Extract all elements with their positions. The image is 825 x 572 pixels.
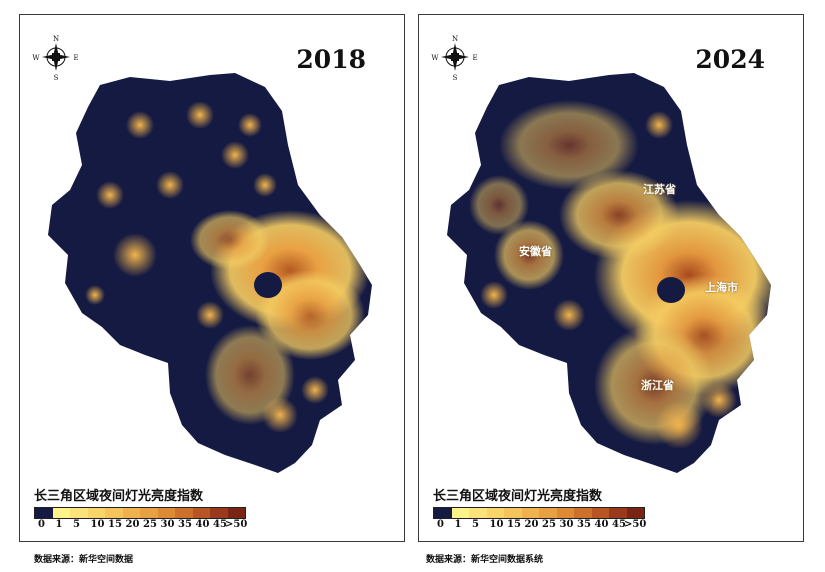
province-label-jiangsu: 江苏省 (643, 183, 676, 196)
map-panel-2018: N S E W 2018 长三角区域夜间灯光亮度指数 0 1 5 10 15 20 25 30… (19, 14, 405, 542)
legend-swatch (504, 508, 522, 518)
compass-s: S (453, 74, 458, 82)
legend-tick-label: 20 (524, 519, 539, 530)
legend-tick-label: 35 (178, 519, 192, 530)
legend-tick-label: >50 (225, 519, 248, 530)
legend-swatch (52, 508, 70, 518)
legend-tick-label: 5 (73, 519, 80, 530)
legend-swatch (192, 508, 210, 518)
data-source-caption: 数据来源：新华空间数据 (34, 555, 134, 565)
province-label-anhui: 安徽省 (519, 245, 552, 258)
compass-w: W (431, 54, 439, 62)
legend-swatch (70, 508, 88, 518)
map-panel-2024: N S E W 江苏省 安徽省 上海市 浙江省 2024 长三角区域夜间灯光亮度… (418, 14, 804, 542)
legend-tick-label: 40 (195, 519, 210, 530)
legend-swatch (609, 508, 627, 518)
legend-tick-label: 25 (143, 519, 157, 530)
compass-e: E (472, 54, 477, 62)
legend-tick-label: 30 (160, 519, 175, 530)
legend-tick-label: 10 (90, 519, 105, 530)
light-glow-2024 (469, 100, 771, 449)
legend-swatch (140, 508, 158, 518)
legend-swatch (157, 508, 175, 518)
legend-tick-label: 5 (472, 519, 479, 530)
legend-swatch (87, 508, 105, 518)
legend-title: 长三角区域夜间灯光亮度指数 (34, 489, 204, 504)
legend-swatch (227, 508, 245, 518)
night-light-map-2024: N S E W (431, 35, 771, 473)
legend-tick-label: 15 (507, 519, 521, 530)
legend-tick-label: 0 (437, 519, 444, 530)
map-year: 2018 (296, 45, 366, 74)
lake-taihu (657, 277, 685, 303)
legend-swatch (469, 508, 487, 518)
compass-icon: N S E W (431, 35, 477, 82)
lake-taihu (254, 272, 282, 298)
map-year: 2024 (695, 45, 765, 74)
data-source-caption: 数据来源：新华空间数据系统 (426, 555, 544, 565)
legend-swatch (35, 508, 53, 518)
legend-swatch (175, 508, 193, 518)
legend-color-bar (433, 507, 645, 519)
legend-tick-label: 20 (125, 519, 140, 530)
legend-swatch (105, 508, 123, 518)
compass-icon: N S E W (32, 35, 78, 82)
province-label-shanghai: 上海市 (705, 281, 738, 294)
legend-swatch (574, 508, 592, 518)
legend-tick-label: 45 (612, 519, 626, 530)
legend-swatch (539, 508, 557, 518)
legend-swatch (521, 508, 539, 518)
legend-swatch (210, 508, 228, 518)
legend-tick-label: 35 (577, 519, 591, 530)
legend-swatch (591, 508, 609, 518)
legend-tick-label: 40 (594, 519, 609, 530)
legend-tick-label: >50 (624, 519, 647, 530)
legend-tick-label: 25 (542, 519, 556, 530)
legend-title: 长三角区域夜间灯光亮度指数 (433, 489, 603, 504)
legend-swatch (626, 508, 644, 518)
legend-swatch (451, 508, 469, 518)
compass-s: S (54, 74, 59, 82)
light-glow-2018 (85, 101, 370, 433)
legend-ticks: 0 1 5 10 15 20 25 30 35 40 45 >50 (433, 519, 673, 533)
legend-color-bar (34, 507, 246, 519)
legend-tick-label: 15 (108, 519, 122, 530)
legend-tick-label: 1 (55, 519, 63, 530)
compass-n: N (53, 35, 59, 43)
legend-tick-label: 0 (38, 519, 45, 530)
legend-tick-label: 45 (213, 519, 227, 530)
legend-tick-label: 1 (454, 519, 462, 530)
province-label-zhejiang: 浙江省 (641, 379, 674, 392)
legend-swatch (556, 508, 574, 518)
legend-ticks: 0 1 5 10 15 20 25 30 35 40 45 >50 (34, 519, 274, 533)
legend-tick-label: 30 (559, 519, 574, 530)
night-light-map-2018: N S E W (32, 35, 372, 473)
legend-tick-label: 10 (489, 519, 504, 530)
legend-swatch (122, 508, 140, 518)
compass-e: E (73, 54, 78, 62)
legend-swatch (486, 508, 504, 518)
compass-w: W (32, 54, 40, 62)
compass-n: N (452, 35, 458, 43)
legend-swatch (434, 508, 452, 518)
